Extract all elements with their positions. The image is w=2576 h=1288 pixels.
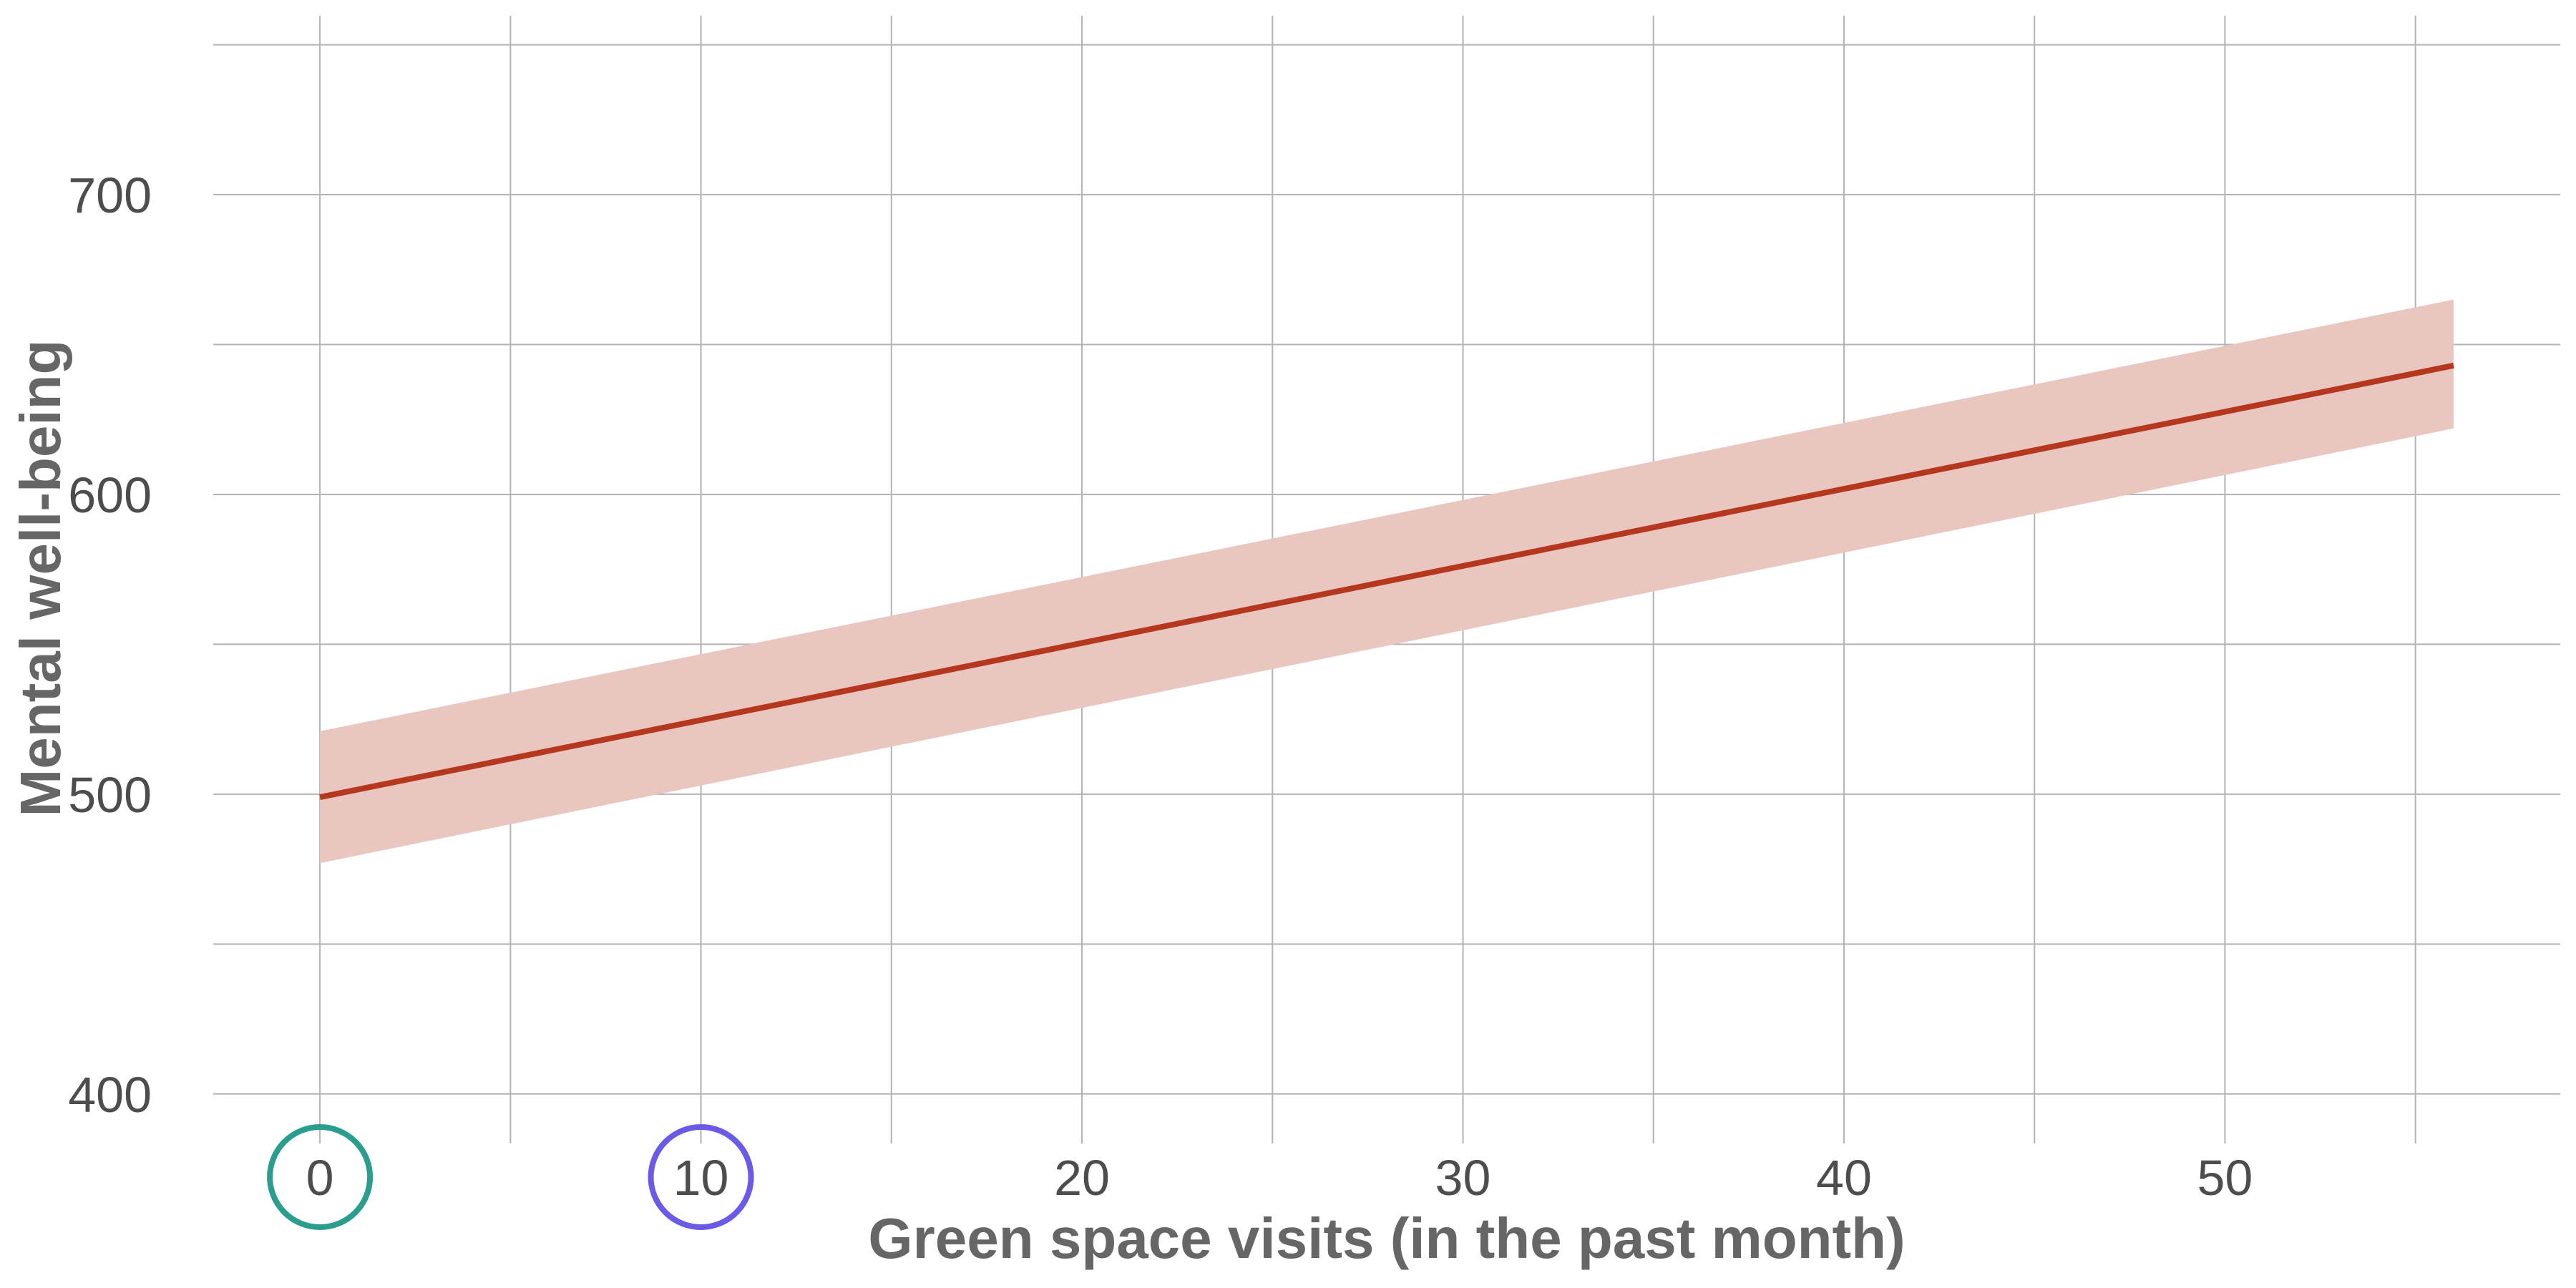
x-tick-label: 50	[2197, 1150, 2253, 1206]
y-tick-label: 600	[68, 467, 152, 523]
tick-highlight-circle	[267, 1124, 374, 1230]
x-axis-title: Green space visits (in the past month)	[868, 1206, 1905, 1270]
y-tick-label: 500	[68, 767, 152, 823]
y-gridlines	[213, 44, 2560, 1095]
y-tick-label: 400	[68, 1067, 152, 1123]
x-tick-label: 10	[673, 1150, 729, 1206]
y-tick-labels: 400 500 600 700	[68, 167, 152, 1123]
x-tick-labels: 0 10 20 30 40 50	[267, 1124, 2253, 1230]
x-tick-label: 0	[306, 1150, 334, 1206]
regression-lines	[319, 362, 2454, 800]
tick-highlight-circle	[648, 1124, 754, 1230]
regression-line	[319, 362, 2454, 800]
y-axis-title: Mental well-being	[9, 340, 72, 817]
x-tick-label: 30	[1435, 1150, 1491, 1206]
x-tick-label: 40	[1816, 1150, 1872, 1206]
x-tick-label: 20	[1054, 1150, 1110, 1206]
y-tick-label: 700	[68, 167, 152, 223]
